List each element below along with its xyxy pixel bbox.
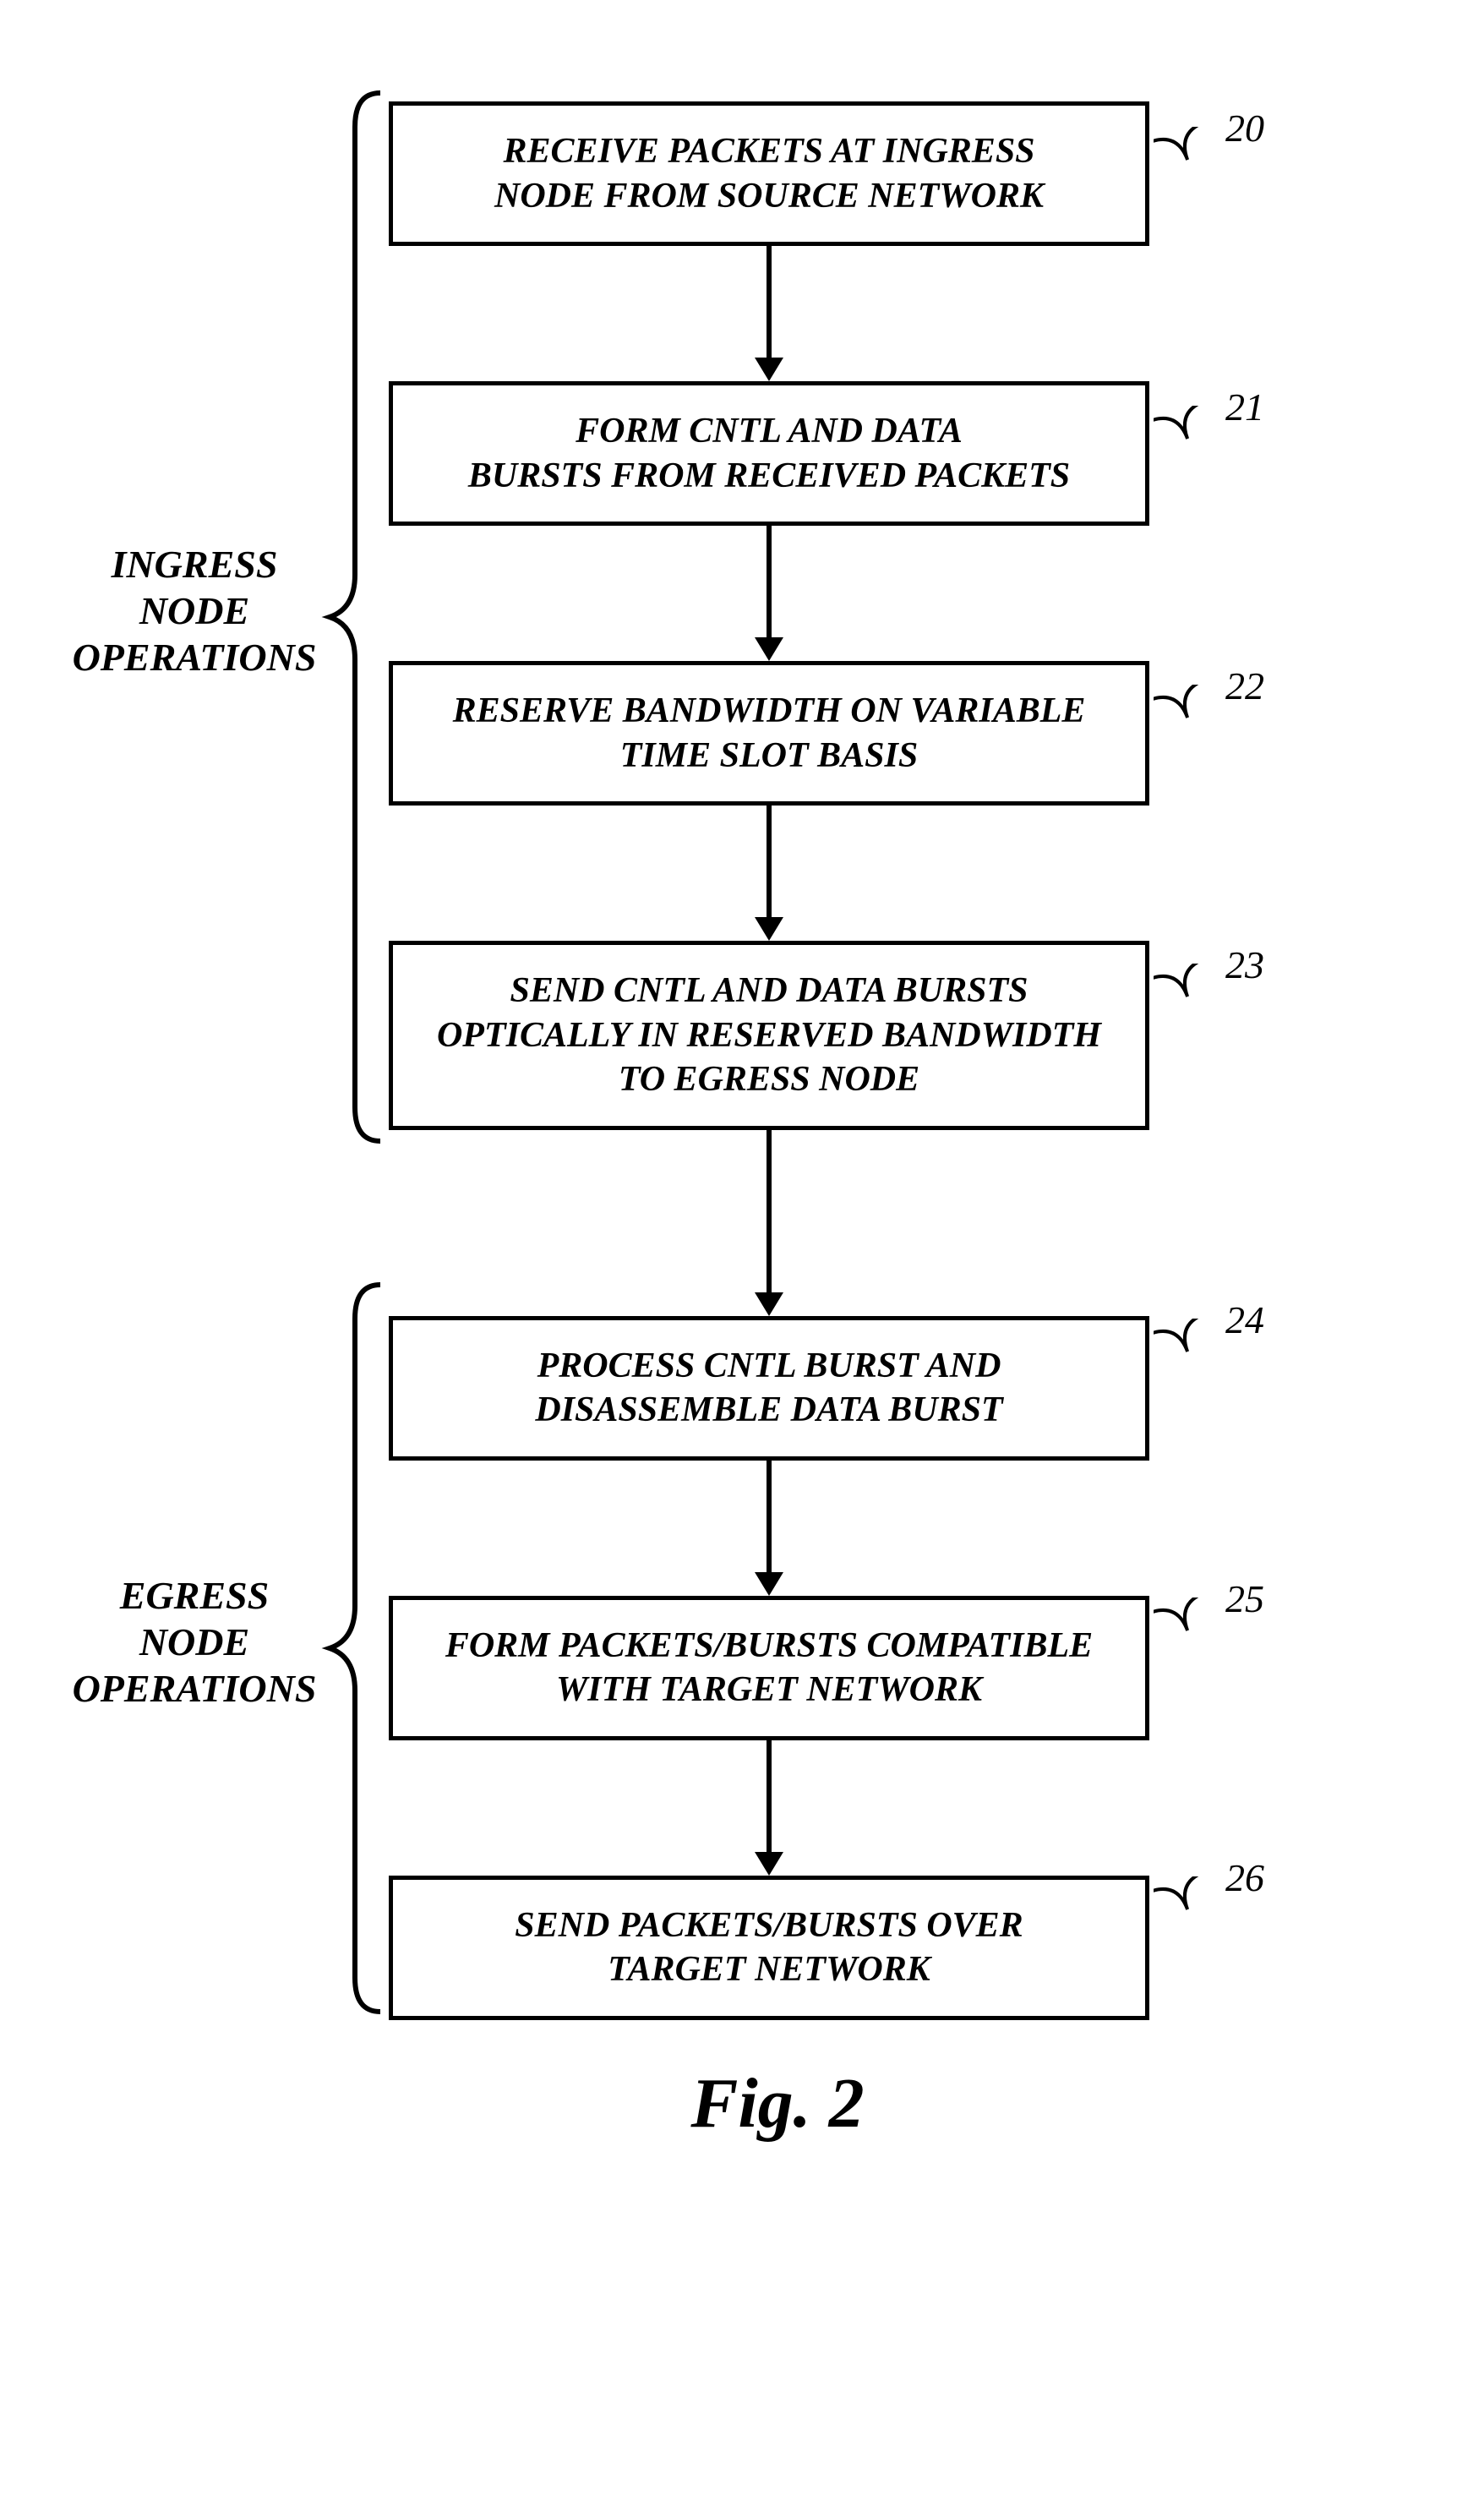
ref-curve-24	[1154, 1319, 1221, 1365]
egress-line1: EGRESS	[120, 1574, 269, 1617]
step-box-22: RESERVE BANDWIDTH ON VARIABLE TIME SLOT …	[389, 661, 1149, 806]
arrow-0-1	[748, 246, 790, 381]
step-24-line1: PROCESS CNTL BURST AND	[537, 1346, 1001, 1385]
ingress-label: INGRESS NODE OPERATIONS	[68, 541, 321, 681]
arrow-3-4	[748, 1130, 790, 1316]
ref-label-23: 23	[1225, 942, 1264, 987]
arrow-5-6	[748, 1740, 790, 1876]
ref-label-25: 25	[1225, 1576, 1264, 1621]
ingress-line3: OPERATIONS	[73, 636, 317, 679]
step-22-line2: TIME SLOT BASIS	[620, 736, 918, 775]
egress-line2: NODE	[139, 1620, 249, 1663]
step-box-21: FORM CNTL AND DATA BURSTS FROM RECEIVED …	[389, 381, 1149, 526]
step-23-line3: TO EGRESS NODE	[619, 1060, 919, 1099]
flow-column: RECEIVE PACKETS AT INGRESS NODE FROM SOU…	[389, 101, 1149, 2020]
arrow-4-5	[748, 1461, 790, 1596]
step-24-line2: DISASSEMBLE DATA BURST	[535, 1390, 1002, 1429]
step-21-line2: BURSTS FROM RECEIVED PACKETS	[468, 456, 1070, 495]
egress-line3: OPERATIONS	[73, 1667, 317, 1710]
ingress-line2: NODE	[139, 589, 249, 632]
step-box-20: RECEIVE PACKETS AT INGRESS NODE FROM SOU…	[389, 101, 1149, 246]
step-box-26: SEND PACKETS/BURSTS OVER TARGET NETWORK	[389, 1876, 1149, 2020]
step-26-line2: TARGET NETWORK	[608, 1950, 930, 1989]
ingress-line1: INGRESS	[112, 543, 278, 586]
brace-egress	[321, 1276, 406, 2020]
arrow-2-3	[748, 806, 790, 941]
ref-curve-21	[1154, 406, 1221, 452]
ref-label-20: 20	[1225, 106, 1264, 150]
step-23-line2: OPTICALLY IN RESERVED BANDWIDTH	[437, 1016, 1101, 1055]
step-21-line1: FORM CNTL AND DATA	[576, 412, 963, 451]
arrow-1-2	[748, 526, 790, 661]
ref-curve-20	[1154, 127, 1221, 173]
ref-curve-23	[1154, 964, 1221, 1010]
ref-label-21: 21	[1225, 385, 1264, 429]
ref-label-24: 24	[1225, 1297, 1264, 1342]
step-20-line1: RECEIVE PACKETS AT INGRESS	[503, 132, 1034, 171]
ref-curve-25	[1154, 1598, 1221, 1644]
step-20-line2: NODE FROM SOURCE NETWORK	[494, 177, 1044, 216]
figure-caption: Fig. 2	[608, 2062, 947, 2144]
step-23-line1: SEND CNTL AND DATA BURSTS	[510, 971, 1028, 1010]
brace-ingress	[321, 85, 406, 1150]
step-25-line2: WITH TARGET NETWORK	[556, 1670, 982, 1709]
ref-curve-22	[1154, 685, 1221, 731]
step-box-23: SEND CNTL AND DATA BURSTS OPTICALLY IN R…	[389, 941, 1149, 1130]
ref-label-26: 26	[1225, 1855, 1264, 1900]
ref-curve-26	[1154, 1876, 1221, 1923]
ref-label-22: 22	[1225, 664, 1264, 708]
step-box-25: FORM PACKETS/BURSTS COMPATIBLE WITH TARG…	[389, 1596, 1149, 1740]
egress-label: EGRESS NODE OPERATIONS	[68, 1572, 321, 1712]
step-box-24: PROCESS CNTL BURST AND DISASSEMBLE DATA …	[389, 1316, 1149, 1461]
step-22-line1: RESERVE BANDWIDTH ON VARIABLE	[453, 691, 1086, 730]
step-26-line1: SEND PACKETS/BURSTS OVER	[515, 1906, 1023, 1945]
step-25-line1: FORM PACKETS/BURSTS COMPATIBLE	[445, 1626, 1093, 1665]
